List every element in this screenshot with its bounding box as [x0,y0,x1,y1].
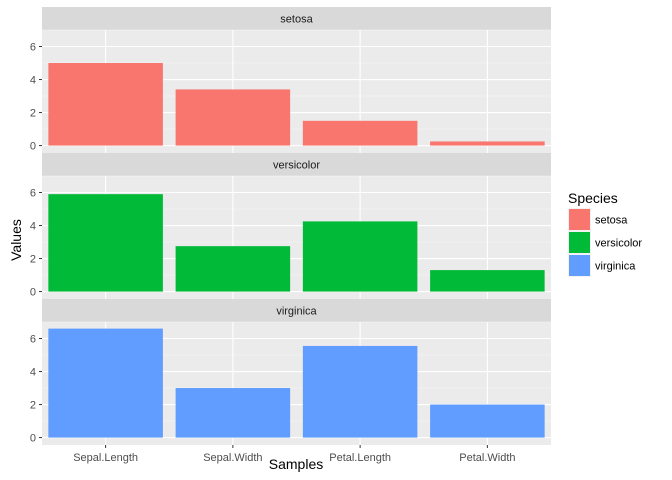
legend-label-versicolor: versicolor [595,238,642,250]
facet-strip-label: versicolor [273,160,320,172]
legend-label-setosa: setosa [595,215,628,227]
legend-key-virginica [569,255,590,276]
x-tick-label: Petal.Width [459,452,515,464]
bar-versicolor-Petal.Width [430,270,545,292]
bar-setosa-Sepal.Width [175,89,291,146]
y-tick-label: 2 [30,254,36,266]
y-tick-label: 4 [30,221,36,233]
facet-strip [42,153,551,176]
panel-versicolor: versicolor 0 2 4 6 [30,153,551,299]
y-tick-label: 2 [30,108,36,120]
facet-strip-label: setosa [280,14,313,26]
bar-versicolor-Sepal.Length [48,194,163,292]
legend-title: Species [568,190,618,206]
panel-virginica: virginica 0 2 4 6 Sepal.Length Sepal.Width Peta… [30,299,551,464]
x-tick-label: Petal.Length [329,452,391,464]
bar-setosa-Sepal.Length [48,63,163,146]
legend: Species setosa versicolor virginica [568,190,642,277]
bar-virginica-Sepal.Width [175,388,291,438]
y-tick-label: 6 [30,334,36,346]
y-tick-label: 6 [30,42,36,54]
x-tick-label: Sepal.Width [203,452,262,464]
facet-strip [42,299,551,322]
bar-versicolor-Petal.Length [302,221,418,292]
y-tick-label: 4 [30,367,36,379]
facet-strip [42,7,551,30]
legend-key-setosa [569,209,590,230]
legend-label-virginica: virginica [595,261,636,273]
bar-virginica-Petal.Width [430,404,545,438]
y-tick-label: 0 [30,287,36,299]
y-tick-label: 6 [30,188,36,200]
bar-setosa-Petal.Length [302,120,418,146]
legend-key-versicolor [569,232,590,253]
panel-setosa: setosa 0 2 4 6 [30,7,551,153]
bar-setosa-Petal.Width [430,141,545,146]
y-tick-label: 4 [30,75,36,87]
x-axis-title: Samples [269,456,323,472]
facet-panels: setosa 0 2 4 6 versicolor 0 2 4 6 virginica 0 2 4 6 Sep… [30,7,551,464]
bar-versicolor-Sepal.Width [175,246,291,292]
y-tick-label: 0 [30,141,36,153]
y-tick-label: 2 [30,400,36,412]
bar-virginica-Petal.Length [302,345,418,438]
facet-strip-label: virginica [276,306,317,318]
x-tick-label: Sepal.Length [73,452,138,464]
bar-virginica-Sepal.Length [48,328,163,438]
y-tick-label: 0 [30,433,36,445]
y-axis-title: Values [8,219,24,261]
